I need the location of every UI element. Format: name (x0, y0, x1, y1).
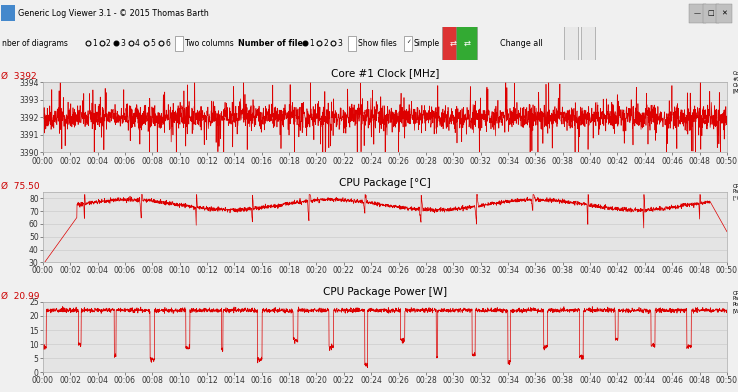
Text: Change all: Change all (500, 39, 542, 48)
Bar (348, 36, 356, 51)
Text: 2: 2 (106, 39, 111, 48)
Text: □: □ (708, 10, 714, 16)
Text: nber of diagrams: nber of diagrams (2, 39, 68, 48)
Text: CPU Package [°C]: CPU Package [°C] (733, 184, 738, 200)
Text: 2: 2 (323, 39, 328, 48)
Text: ⇄: ⇄ (449, 39, 457, 48)
FancyBboxPatch shape (443, 15, 463, 72)
Text: 5: 5 (150, 39, 155, 48)
FancyBboxPatch shape (457, 15, 477, 72)
Bar (703, 4, 719, 23)
Text: ⇄: ⇄ (463, 39, 471, 48)
Text: Two columns: Two columns (185, 39, 234, 48)
Text: Simple: Simple (414, 39, 440, 48)
Text: —: — (694, 10, 701, 16)
Bar (716, 4, 732, 23)
FancyBboxPatch shape (565, 20, 579, 67)
Text: Ø  20.99: Ø 20.99 (1, 292, 40, 301)
Text: Core #1 Clock [MHz]: Core #1 Clock [MHz] (331, 68, 439, 78)
Bar (404, 36, 412, 51)
Text: Generic Log Viewer 3.1 - © 2015 Thomas Barth: Generic Log Viewer 3.1 - © 2015 Thomas B… (18, 9, 209, 18)
Text: 3: 3 (337, 39, 342, 48)
Text: Number of files: Number of files (238, 39, 308, 48)
Text: 4: 4 (135, 39, 140, 48)
Bar (1, 5, 15, 21)
Text: CPU Package [°C]: CPU Package [°C] (339, 178, 431, 188)
Text: 6: 6 (165, 39, 170, 48)
Bar (175, 36, 183, 51)
Text: 1: 1 (309, 39, 314, 48)
Text: ✓: ✓ (406, 39, 410, 44)
Text: 3: 3 (120, 39, 125, 48)
Text: Core #1 Clock [MHz]: Core #1 Clock [MHz] (733, 71, 738, 93)
Text: CPU Package Power [W]: CPU Package Power [W] (733, 291, 738, 313)
FancyBboxPatch shape (582, 20, 596, 67)
Text: Ø  75.50: Ø 75.50 (1, 182, 40, 191)
Text: 1: 1 (92, 39, 97, 48)
Bar (689, 4, 706, 23)
Text: CPU Package Power [W]: CPU Package Power [W] (323, 287, 447, 298)
Text: Ø  3392: Ø 3392 (1, 72, 37, 81)
Text: ✕: ✕ (721, 10, 727, 16)
Text: Show files: Show files (358, 39, 397, 48)
